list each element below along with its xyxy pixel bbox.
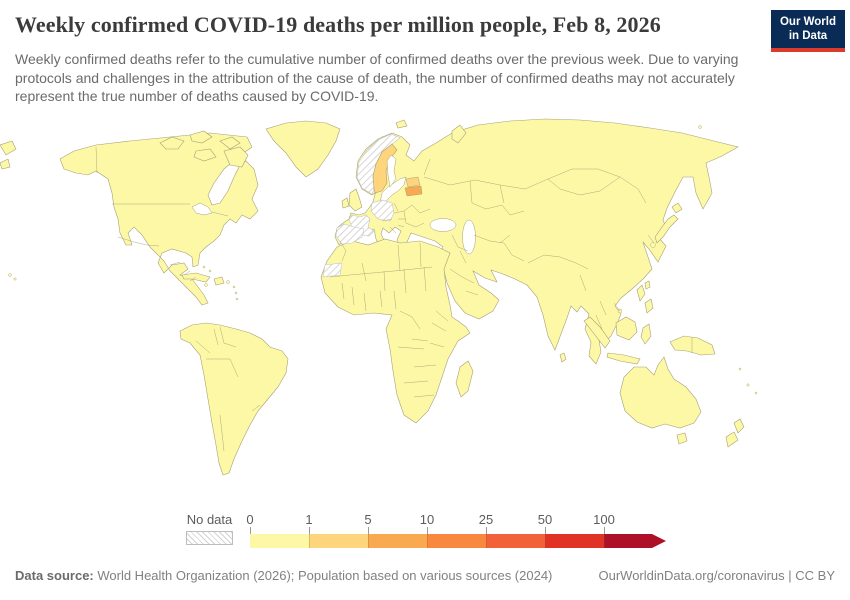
- arctic-islands[interactable]: [159, 130, 249, 168]
- country-greenland[interactable]: [265, 120, 341, 178]
- country-indonesia-sumatra[interactable]: [583, 316, 611, 349]
- legend-color-bar: [250, 534, 670, 548]
- country-spain-no-data[interactable]: [335, 223, 365, 245]
- black-sea: [429, 218, 457, 232]
- owid-logo-red-bar: [771, 47, 845, 52]
- chart-footer: Data source: World Health Organization (…: [15, 568, 835, 583]
- legend-no-data-swatch: [186, 531, 233, 545]
- country-ireland[interactable]: [341, 197, 350, 209]
- country-tasmania[interactable]: [676, 432, 688, 445]
- novaya-zemlya: [451, 124, 467, 144]
- legend-tick: 0: [246, 512, 254, 527]
- country-germany-no-data[interactable]: [370, 199, 395, 222]
- legend-tick: 10: [419, 512, 435, 527]
- world-choropleth-map[interactable]: [0, 115, 850, 495]
- country-france-no-data[interactable]: [348, 214, 375, 237]
- legend-color-scale[interactable]: 0 1 5 10 25 50 100: [246, 512, 670, 552]
- country-indonesia-sulawesi[interactable]: [640, 323, 652, 345]
- owid-logo-text: Our World in Data: [771, 10, 845, 48]
- caspian-sea: [462, 219, 476, 255]
- legend-no-data-label: No data: [186, 512, 233, 527]
- country-japan[interactable]: [654, 202, 683, 244]
- legend-tick: 100: [593, 512, 615, 527]
- country-united-kingdom[interactable]: [348, 188, 363, 212]
- country-madagascar[interactable]: [455, 360, 474, 398]
- map-legend: No data 0 1 5 10 25 50 100: [0, 512, 850, 552]
- country-latvia[interactable]: [404, 185, 423, 197]
- legend-tick: 1: [305, 512, 313, 527]
- data-source-note: Data source: World Health Organization (…: [15, 568, 553, 583]
- legend-tick: 25: [478, 512, 494, 527]
- chart-subtitle: Weekly confirmed deaths refer to the cum…: [15, 51, 739, 105]
- country-indonesia-java[interactable]: [606, 352, 641, 365]
- country-taiwan[interactable]: [644, 280, 651, 290]
- legend-no-data[interactable]: No data: [186, 512, 233, 545]
- legend-arrow-tip: [652, 534, 666, 548]
- russia-wrap-fragment: [0, 140, 17, 170]
- country-africa[interactable]: [320, 238, 471, 424]
- great-lakes: [191, 202, 213, 216]
- caribbean-islands[interactable]: [181, 272, 225, 286]
- country-new-guinea[interactable]: [669, 335, 716, 356]
- country-borders: [95, 146, 693, 452]
- legend-tick-labels: 0 1 5 10 25 50 100: [246, 512, 670, 535]
- country-sri-lanka[interactable]: [559, 352, 567, 363]
- country-indonesia-borneo[interactable]: [615, 316, 638, 341]
- license-note[interactable]: OurWorldinData.org/coronavirus | CC BY: [598, 568, 835, 583]
- country-south-america[interactable]: [179, 322, 289, 476]
- country-north-america[interactable]: [59, 132, 259, 306]
- country-new-zealand[interactable]: [725, 418, 745, 448]
- country-western-sahara-no-data[interactable]: [322, 262, 343, 278]
- gulf-of-bothnia: [386, 154, 397, 188]
- country-philippines[interactable]: [636, 284, 654, 314]
- legend-tick: 5: [364, 512, 372, 527]
- svalbard: [395, 119, 408, 129]
- owid-logo[interactable]: Our World in Data: [771, 10, 845, 52]
- country-australia[interactable]: [619, 356, 702, 429]
- country-estonia[interactable]: [405, 176, 421, 188]
- legend-tick: 50: [537, 512, 553, 527]
- page-title: Weekly confirmed COVID-19 deaths per mil…: [15, 12, 661, 37]
